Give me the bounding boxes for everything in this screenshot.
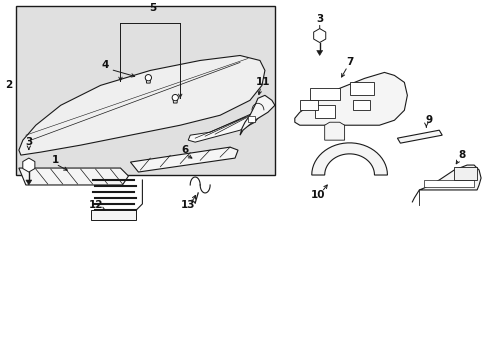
Text: 7: 7 [345, 58, 352, 67]
Polygon shape [313, 28, 325, 42]
Text: 8: 8 [458, 150, 465, 160]
Polygon shape [19, 168, 128, 185]
Polygon shape [397, 130, 441, 143]
Polygon shape [26, 180, 32, 185]
Polygon shape [247, 116, 254, 122]
Text: 3: 3 [315, 14, 323, 24]
Text: 5: 5 [148, 3, 156, 13]
Polygon shape [419, 165, 480, 190]
Polygon shape [294, 72, 407, 125]
Text: 11: 11 [255, 77, 270, 87]
Text: 6: 6 [181, 145, 188, 155]
Polygon shape [90, 210, 136, 220]
Circle shape [172, 94, 178, 101]
Polygon shape [349, 82, 374, 95]
Text: 3: 3 [25, 137, 32, 147]
Text: 10: 10 [310, 190, 325, 200]
Polygon shape [324, 122, 344, 140]
Polygon shape [173, 98, 177, 103]
Text: 1: 1 [52, 155, 59, 165]
Polygon shape [23, 158, 35, 172]
Polygon shape [453, 167, 476, 180]
Text: 4: 4 [102, 60, 109, 71]
Polygon shape [309, 88, 339, 100]
Polygon shape [19, 55, 264, 155]
Polygon shape [188, 112, 260, 142]
Polygon shape [424, 180, 473, 187]
Polygon shape [314, 105, 334, 118]
Polygon shape [299, 100, 317, 110]
Bar [16, 6, 274, 175]
Polygon shape [130, 147, 238, 172]
Text: 2: 2 [5, 80, 13, 90]
Polygon shape [352, 100, 369, 110]
Circle shape [145, 75, 151, 81]
Polygon shape [316, 50, 322, 55]
Polygon shape [240, 95, 274, 135]
Text: 12: 12 [88, 200, 102, 210]
Text: 13: 13 [181, 200, 195, 210]
Polygon shape [146, 78, 150, 83]
Text: 9: 9 [425, 115, 432, 125]
Polygon shape [311, 143, 386, 175]
